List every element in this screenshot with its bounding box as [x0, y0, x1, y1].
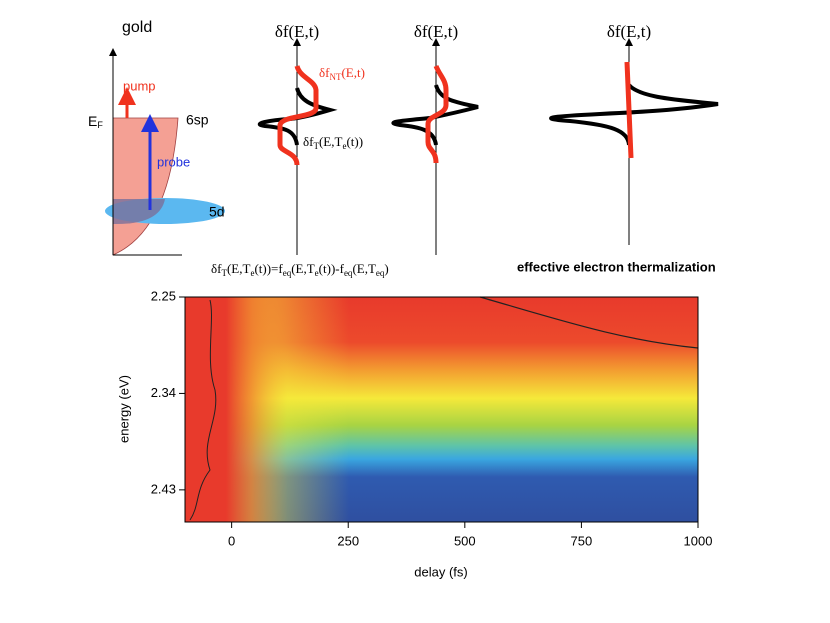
x-axis-label: delay (fs): [414, 564, 467, 579]
y-tick-label: 2.43: [151, 481, 176, 496]
text-part: ): [384, 261, 388, 276]
text-part: (E,T: [227, 261, 251, 276]
text-part: (t))=f: [254, 261, 283, 276]
subscript: eq: [344, 268, 353, 278]
subscript: eq: [283, 268, 292, 278]
x-tick-label: 750: [571, 533, 593, 548]
probe-label: probe: [157, 154, 190, 169]
y-tick-label: 2.34: [151, 385, 176, 400]
x-tick-label: 1000: [684, 533, 713, 548]
text-part: δf: [211, 261, 222, 276]
material-label: gold: [122, 19, 152, 36]
pump-label: pump: [123, 78, 156, 93]
band-label: 6sp: [186, 112, 209, 128]
t-label: δfT(E,Te(t)): [303, 134, 363, 151]
axis-title: δf(E,t): [607, 22, 651, 41]
subscript: e: [342, 141, 346, 151]
axis-title: δf(E,t): [275, 22, 319, 41]
y-tick-label: 2.25: [151, 288, 176, 303]
x-tick-label: 500: [454, 533, 476, 548]
heatmap: [184, 296, 699, 523]
axis-title: δf(E,t): [414, 22, 458, 41]
x-tick-label: 250: [337, 533, 359, 548]
subscript: e: [315, 268, 319, 278]
text-part: δf: [319, 65, 330, 80]
text-part: (t)): [346, 134, 363, 149]
subscript: eq: [376, 268, 385, 278]
text-part: (t))-f: [319, 261, 345, 276]
subscript: NT: [329, 72, 341, 82]
nt-label: δfNT(E,t): [319, 65, 365, 82]
text-part: (E,T: [319, 134, 343, 149]
caption: effective electron thermalization: [517, 259, 716, 274]
subscript: F: [97, 120, 103, 130]
band-diagram: [105, 48, 225, 256]
text-part: (E,t): [341, 65, 364, 80]
x-tick-label: 0: [228, 533, 235, 548]
y-axis-label: energy (eV): [116, 375, 131, 443]
text-part: (E,T: [291, 261, 315, 276]
subscript: e: [250, 268, 254, 278]
subscript: T: [221, 268, 227, 278]
equation: δfT(E,Te(t))=feq(E,Te(t))-feq(E,Teq): [211, 261, 389, 278]
text-part: E: [88, 113, 97, 129]
band-label: 5d: [209, 204, 225, 220]
distribution-panels: [257, 38, 719, 255]
fermi-label: EF: [88, 113, 103, 131]
subscript: T: [313, 141, 319, 151]
text-part: δf: [303, 134, 314, 149]
text-part: (E,T: [352, 261, 376, 276]
